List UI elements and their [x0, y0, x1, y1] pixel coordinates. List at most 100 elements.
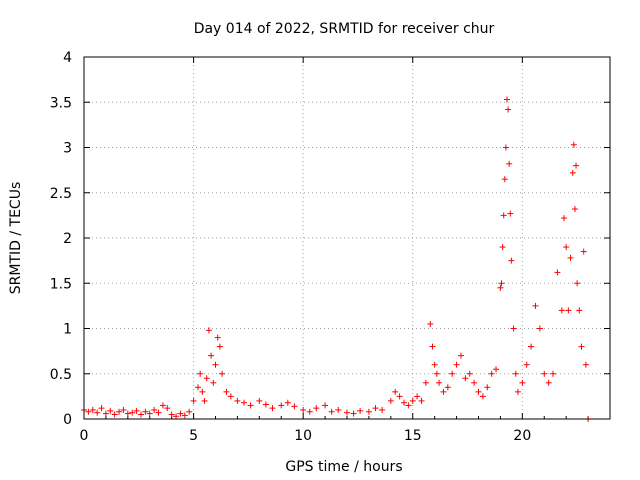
data-point — [558, 307, 565, 314]
data-point — [300, 406, 307, 413]
data-point — [457, 352, 464, 359]
data-point — [210, 379, 217, 386]
data-point — [284, 399, 291, 406]
data-point — [427, 320, 434, 327]
x-tick-label: 5 — [189, 428, 198, 444]
data-point — [510, 325, 517, 332]
data-point — [344, 409, 350, 416]
y-tick-label: 0.5 — [50, 367, 72, 383]
data-point — [387, 397, 394, 404]
data-point — [212, 361, 219, 368]
data-point — [256, 397, 263, 404]
data-point — [190, 397, 197, 404]
data-point — [116, 408, 123, 415]
y-axis-label: SRMTID / TECUs — [8, 182, 24, 295]
data-point — [379, 406, 386, 413]
data-point — [507, 210, 514, 217]
data-point — [102, 410, 109, 417]
data-point — [173, 413, 180, 420]
data-point — [328, 408, 335, 415]
data-point — [137, 411, 144, 418]
data-point — [536, 325, 543, 332]
data-point — [177, 410, 184, 417]
y-tick-label: 3.5 — [50, 95, 72, 111]
data-point — [85, 408, 92, 415]
data-point — [541, 370, 548, 377]
data-point — [500, 212, 507, 219]
data-point — [155, 409, 162, 416]
data-point — [306, 408, 313, 415]
x-tick-label: 20 — [513, 428, 531, 444]
data-point — [124, 410, 131, 417]
data-point — [436, 379, 443, 386]
data-point — [197, 370, 204, 377]
y-tick-label: 1 — [63, 322, 72, 338]
plot-frame — [83, 56, 611, 420]
data-point — [580, 248, 587, 255]
data-point — [227, 393, 234, 400]
data-point — [433, 370, 440, 377]
data-point — [550, 370, 557, 377]
data-point — [578, 343, 585, 350]
data-point — [545, 379, 552, 386]
data-point — [503, 96, 510, 103]
data-point — [422, 379, 429, 386]
data-point — [168, 411, 175, 418]
data-point — [582, 361, 589, 368]
data-point — [219, 370, 226, 377]
data-point — [475, 388, 482, 395]
data-point — [291, 403, 298, 410]
data-point — [208, 352, 215, 359]
data-point — [405, 402, 412, 409]
data-point — [335, 406, 342, 413]
data-point — [429, 343, 436, 350]
data-points — [81, 96, 592, 422]
data-point — [223, 388, 230, 395]
data-point — [532, 302, 539, 309]
data-point — [365, 408, 372, 415]
data-point — [554, 269, 561, 276]
y-tick-label: 3 — [63, 141, 72, 157]
data-point — [269, 405, 276, 412]
data-point — [574, 280, 581, 287]
y-tick-label: 0 — [63, 412, 72, 428]
data-point — [414, 393, 421, 400]
data-point — [142, 408, 149, 415]
data-point — [449, 370, 456, 377]
data-point — [350, 410, 357, 417]
data-point — [409, 397, 416, 404]
data-point — [159, 402, 166, 409]
data-point — [570, 141, 577, 148]
x-tick-label: 10 — [294, 428, 312, 444]
data-point — [453, 361, 460, 368]
data-point — [514, 388, 521, 395]
data-point — [519, 379, 526, 386]
data-point — [94, 409, 101, 416]
data-point — [528, 343, 535, 350]
data-point — [400, 399, 407, 406]
data-point — [203, 375, 210, 382]
data-point — [262, 401, 269, 408]
data-point — [512, 370, 519, 377]
data-point — [508, 257, 515, 264]
data-point — [120, 406, 127, 413]
data-point — [444, 384, 451, 391]
data-point — [484, 384, 491, 391]
data-point — [372, 405, 379, 412]
data-point — [563, 244, 570, 251]
data-point — [186, 408, 193, 415]
data-point — [240, 399, 247, 406]
data-point — [107, 407, 114, 414]
data-point — [573, 162, 580, 169]
data-point — [576, 307, 583, 314]
data-point — [322, 402, 329, 409]
data-point — [523, 361, 530, 368]
data-point — [493, 366, 500, 373]
data-point — [569, 169, 576, 176]
data-point — [498, 280, 505, 287]
data-point — [201, 397, 208, 404]
data-point — [440, 388, 447, 395]
data-point — [164, 405, 171, 412]
data-point — [146, 410, 153, 417]
